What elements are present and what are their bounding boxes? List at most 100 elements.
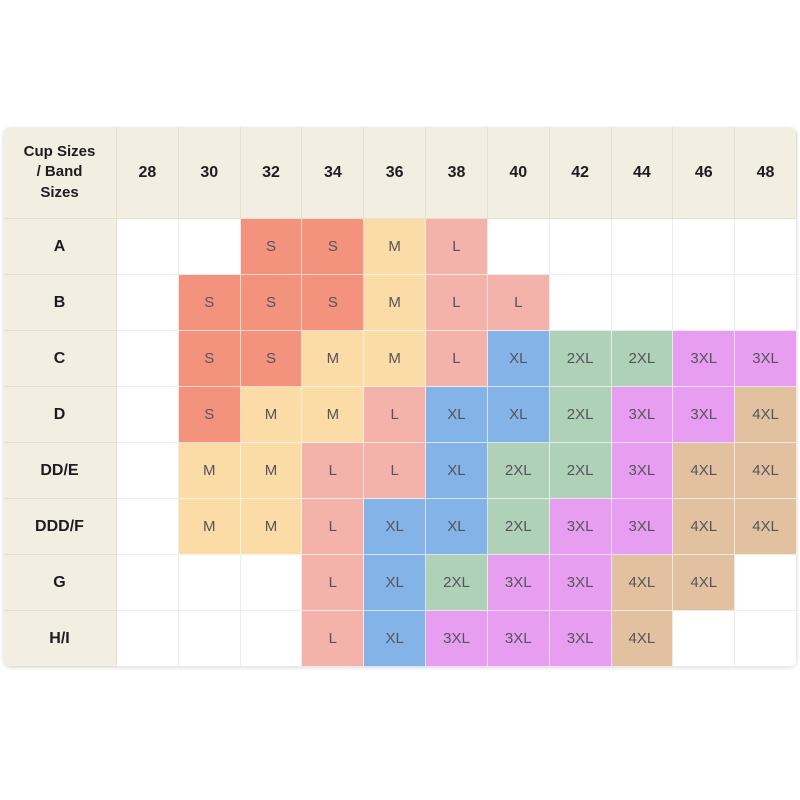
size-cell: 3XL <box>611 443 674 499</box>
header-row: Cup Sizes / Band Sizes 28 30 32 34 36 38 40 42 4… <box>3 127 797 219</box>
size-cell: 2XL <box>549 443 612 499</box>
size-cell: XL <box>426 443 488 499</box>
size-cell: 3XL <box>673 387 736 443</box>
size-cell: S <box>178 387 241 443</box>
table-row: D S M M L XL XL 2XL 3XL 3XL 4XL <box>3 387 797 443</box>
size-cell: M <box>178 499 241 555</box>
cup-size-label: G <box>3 555 117 611</box>
size-cell: M <box>240 499 303 555</box>
corner-header-cell: Cup Sizes / Band Sizes <box>3 127 117 219</box>
size-cell: S <box>240 331 303 387</box>
size-cell: S <box>302 219 365 275</box>
band-size-header: 34 <box>302 127 365 219</box>
size-cell: XL <box>364 499 427 555</box>
empty-cell <box>549 275 612 331</box>
size-cell: 4XL <box>735 387 797 443</box>
table-row: DD/E M M L L XL 2XL 2XL 3XL 4XL 4XL <box>3 443 797 499</box>
size-cell: L <box>364 387 427 443</box>
empty-cell <box>240 611 303 667</box>
size-cell: M <box>240 443 303 499</box>
empty-cell <box>673 275 736 331</box>
cup-size-label: D <box>3 387 117 443</box>
size-cell: 2XL <box>426 555 488 611</box>
empty-cell <box>735 275 797 331</box>
empty-cell <box>673 219 736 275</box>
size-cell: L <box>302 443 365 499</box>
empty-cell <box>117 555 179 611</box>
band-size-header: 46 <box>673 127 736 219</box>
band-size-header: 42 <box>549 127 612 219</box>
cup-size-label: H/I <box>3 611 117 667</box>
empty-cell <box>735 555 797 611</box>
size-cell: M <box>364 275 427 331</box>
cup-size-label: A <box>3 219 117 275</box>
size-cell: S <box>178 275 241 331</box>
size-cell: 3XL <box>549 611 612 667</box>
size-cell: 4XL <box>673 443 736 499</box>
size-cell: 4XL <box>673 499 736 555</box>
empty-cell <box>178 611 241 667</box>
empty-cell <box>117 219 179 275</box>
cup-size-label: B <box>3 275 117 331</box>
size-cell: 3XL <box>487 611 550 667</box>
table-body: A S S M L B S S S M L L C S S M M L XL 2XL 2XL 3XL 3XL D S M M L XL X… <box>3 219 797 667</box>
size-cell: 3XL <box>611 499 674 555</box>
size-cell: 4XL <box>611 555 674 611</box>
band-size-header: 44 <box>611 127 674 219</box>
size-cell: S <box>178 331 241 387</box>
empty-cell <box>178 555 241 611</box>
empty-cell <box>240 555 303 611</box>
size-cell: 3XL <box>673 331 736 387</box>
empty-cell <box>117 275 179 331</box>
size-cell: XL <box>364 555 427 611</box>
size-cell: M <box>364 331 427 387</box>
empty-cell <box>549 219 612 275</box>
size-cell: M <box>364 219 427 275</box>
size-cell: 2XL <box>487 443 550 499</box>
size-cell: L <box>302 555 365 611</box>
page: Cup Sizes / Band Sizes 28 30 32 34 36 38 40 42 4… <box>0 127 800 800</box>
size-cell: 3XL <box>549 555 612 611</box>
size-cell: 2XL <box>487 499 550 555</box>
size-cell: S <box>240 219 303 275</box>
empty-cell <box>117 331 179 387</box>
size-chart-table: Cup Sizes / Band Sizes 28 30 32 34 36 38 40 42 4… <box>3 127 797 667</box>
size-cell: M <box>302 331 365 387</box>
size-chart-card: Cup Sizes / Band Sizes 28 30 32 34 36 38 40 42 4… <box>3 127 797 667</box>
empty-cell <box>735 219 797 275</box>
band-size-header: 40 <box>487 127 550 219</box>
cup-size-label: DD/E <box>3 443 117 499</box>
empty-cell <box>117 443 179 499</box>
size-cell: 4XL <box>735 443 797 499</box>
size-cell: 3XL <box>487 555 550 611</box>
band-size-header: 38 <box>426 127 488 219</box>
size-cell: S <box>240 275 303 331</box>
table-row: H/I L XL 3XL 3XL 3XL 4XL <box>3 611 797 667</box>
size-cell: 2XL <box>611 331 674 387</box>
size-cell: M <box>240 387 303 443</box>
size-cell: 3XL <box>611 387 674 443</box>
empty-cell <box>611 275 674 331</box>
table-header: Cup Sizes / Band Sizes 28 30 32 34 36 38 40 42 4… <box>3 127 797 219</box>
size-cell: XL <box>426 387 488 443</box>
size-cell: XL <box>487 331 550 387</box>
size-cell: L <box>426 331 488 387</box>
size-cell: 2XL <box>549 331 612 387</box>
table-row: C S S M M L XL 2XL 2XL 3XL 3XL <box>3 331 797 387</box>
band-size-header: 28 <box>117 127 179 219</box>
empty-cell <box>178 219 241 275</box>
size-cell: 4XL <box>611 611 674 667</box>
band-size-header: 30 <box>178 127 241 219</box>
size-cell: XL <box>487 387 550 443</box>
size-cell: XL <box>364 611 427 667</box>
band-size-header: 32 <box>240 127 303 219</box>
size-cell: M <box>302 387 365 443</box>
size-cell: L <box>364 443 427 499</box>
empty-cell <box>735 611 797 667</box>
size-cell: 3XL <box>735 331 797 387</box>
size-cell: S <box>302 275 365 331</box>
size-cell: 4XL <box>673 555 736 611</box>
band-size-header: 48 <box>735 127 797 219</box>
cup-size-label: DDD/F <box>3 499 117 555</box>
